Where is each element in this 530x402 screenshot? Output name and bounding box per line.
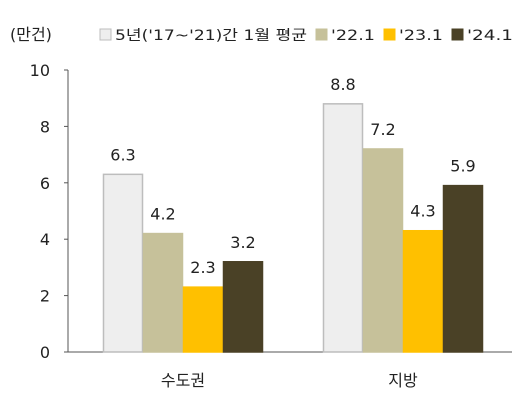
bar <box>322 103 364 353</box>
bar <box>442 184 484 353</box>
bar <box>182 286 224 353</box>
y-tick-label: 10 <box>30 61 50 80</box>
bar-value-label: 3.2 <box>230 233 255 252</box>
bar-value-label: 8.8 <box>330 75 355 94</box>
bar-value-label: 4.3 <box>410 202 435 221</box>
legend-swatch <box>99 28 112 41</box>
bar-value-label: 5.9 <box>450 157 475 176</box>
x-tick-label: 수도권 <box>161 371 205 390</box>
legend-swatch <box>383 28 396 41</box>
unit-label: (만건) <box>10 25 52 44</box>
bar <box>142 232 184 353</box>
bars: 6.3 4.2 2.3 3.2 8.8 7.2 4.3 5.9 <box>102 75 484 353</box>
bar <box>222 261 264 353</box>
bar <box>362 148 404 353</box>
bar <box>402 229 444 353</box>
bar-value-label: 2.3 <box>190 258 215 277</box>
x-tick-label: 지방 <box>388 371 418 390</box>
bar-value-label: 7.2 <box>370 120 395 139</box>
y-tick-label: 6 <box>40 174 50 193</box>
legend: 5년('17~'21)간 1월 평균 '22.1 '23.1 '24.1 <box>99 28 513 44</box>
legend-swatch <box>315 28 328 41</box>
x-axis-labels: 수도권 지방 <box>161 371 418 390</box>
legend-swatch <box>451 28 464 41</box>
y-tick-label: 0 <box>40 343 50 362</box>
y-tick-label: 4 <box>40 230 50 249</box>
bar-value-label: 6.3 <box>110 145 135 164</box>
legend-label: '24.1 <box>467 28 513 44</box>
legend-label: '23.1 <box>399 28 443 44</box>
bar <box>102 173 144 353</box>
y-axis-ticks: 0 2 4 6 8 10 <box>30 61 68 362</box>
y-tick-label: 2 <box>40 287 50 306</box>
y-tick-label: 8 <box>40 117 50 136</box>
legend-label: 5년('17~'21)간 1월 평균 <box>115 28 307 44</box>
legend-label: '22.1 <box>331 28 375 44</box>
bar-value-label: 4.2 <box>150 205 175 224</box>
